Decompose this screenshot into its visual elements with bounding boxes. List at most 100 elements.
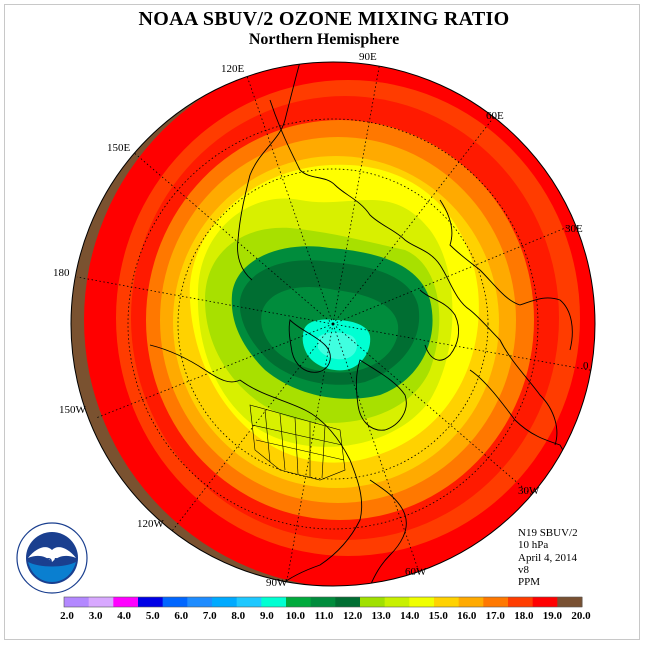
state-line-3 <box>294 417 299 475</box>
meridian-150w <box>95 323 334 419</box>
coast-central-america <box>369 479 407 586</box>
colorbar-label: 9.0 <box>260 610 274 622</box>
figure-frame <box>4 4 640 640</box>
noaa-logo: NOAA <box>16 522 88 594</box>
coast-canada-islands <box>288 319 331 373</box>
colorbar-label: 13.0 <box>371 610 391 622</box>
colorbar-label: 16.0 <box>457 610 477 622</box>
colorbar-swatch <box>286 597 312 607</box>
lon-label-150e: 150E <box>107 142 131 154</box>
meridian-90w <box>285 323 334 586</box>
colorbar-label: 15.0 <box>429 610 449 622</box>
colorbar-label: 7.0 <box>203 610 217 622</box>
coast-asia <box>269 99 558 446</box>
state-line-2 <box>279 413 286 471</box>
meridian-30e <box>332 225 571 325</box>
colorbar-label: 8.0 <box>231 610 245 622</box>
colorbar-swatch <box>236 597 262 607</box>
colorbar-labels: 2.0 3.0 4.0 5.0 6.0 7.0 8.0 9.0 10.0 11.0 12.0 13.0… <box>60 610 591 622</box>
lon-label-30w: 30W <box>518 485 540 497</box>
colorbar-swatch <box>434 597 460 607</box>
coast-scandinavia <box>419 289 460 361</box>
meridian-30w <box>332 323 535 498</box>
lon-label-0: 0 <box>583 360 589 372</box>
colorbar-label: 17.0 <box>486 610 506 622</box>
lon-label-120w: 120W <box>137 518 164 530</box>
info-units: PPM <box>518 576 541 589</box>
colorbar-label: 20.0 <box>571 610 591 622</box>
coast-alaska <box>149 344 241 383</box>
state-line-7 <box>255 439 345 461</box>
colorbar-swatch <box>532 597 558 607</box>
logo-bird <box>28 547 76 562</box>
colorbar-swatch <box>335 597 361 607</box>
info-level: 10 hPa <box>518 539 549 552</box>
lon-label-150w: 150W <box>59 404 86 416</box>
colorbar-swatch <box>113 597 139 607</box>
coast-greenland <box>355 359 407 431</box>
lat-circle-60 <box>177 168 489 480</box>
colorbar-swatch <box>483 597 509 607</box>
graticule <box>76 62 595 586</box>
chart-subtitle: Northern Hemisphere <box>248 31 400 48</box>
us-states <box>249 404 346 481</box>
colorbar-swatch <box>458 597 484 607</box>
logo-text: NOAA <box>37 557 66 568</box>
coast-east-asia <box>237 62 301 281</box>
lon-label-30e: 30E <box>565 223 583 235</box>
meridian-0 <box>332 323 595 372</box>
lat-circle-30 <box>127 118 539 530</box>
state-line-6 <box>251 424 343 446</box>
state-line-1 <box>264 409 271 463</box>
colorbar-swatch <box>162 597 188 607</box>
colorbar-label: 2.0 <box>60 610 74 622</box>
logo-wave <box>28 562 76 582</box>
info-block: N19 SBUV/2 10 hPa April 4, 2014 v8 PPM <box>518 527 578 588</box>
coast-europe <box>439 199 573 351</box>
colorbar-label: 14.0 <box>400 610 420 622</box>
colorbar-swatch <box>212 597 238 607</box>
lon-label-90w: 90W <box>266 577 288 589</box>
colorbar-swatch <box>187 597 213 607</box>
meridian-150e <box>131 150 334 325</box>
colorbar-swatch <box>508 597 534 607</box>
colorbar-label: 19.0 <box>543 610 563 622</box>
meridian-180 <box>76 276 334 325</box>
colorbar-swatch <box>384 597 410 607</box>
colorbar-swatch <box>88 597 114 607</box>
colorbar-swatch <box>261 597 287 607</box>
colorbar-swatch <box>557 597 583 607</box>
coast-north-america <box>239 379 363 586</box>
colorbar-swatch <box>138 597 164 607</box>
colorbar-swatch <box>64 597 90 607</box>
lon-label-180: 180 <box>53 267 70 279</box>
colorbar-swatch <box>360 597 386 607</box>
colorbar-border <box>63 596 583 608</box>
colorbar-label: 3.0 <box>89 610 103 622</box>
colorbar-label: 18.0 <box>514 610 534 622</box>
coastlines <box>149 62 573 586</box>
chart-title: NOAA SBUV/2 OZONE MIXING RATIO <box>138 8 510 30</box>
lon-label-90e: 90E <box>359 51 377 63</box>
us-border <box>249 404 346 481</box>
colorbar-label: 12.0 <box>343 610 363 622</box>
colorbar-label: 5.0 <box>146 610 160 622</box>
globe-outline <box>70 61 596 587</box>
colorbar-label: 11.0 <box>315 610 334 622</box>
colorbar-swatch <box>310 597 336 607</box>
colorbar-label: 4.0 <box>117 610 131 622</box>
meridian-90e <box>332 62 381 325</box>
info-version: v8 <box>518 563 529 576</box>
colorbar-swatch <box>409 597 435 607</box>
colorbar-label: 6.0 <box>174 610 188 622</box>
colorbar-swatches <box>63 596 583 608</box>
state-line-5 <box>321 425 326 479</box>
info-instrument: N19 SBUV/2 <box>518 527 578 539</box>
ozone-field <box>71 62 595 586</box>
lon-label-60e: 60E <box>486 110 504 122</box>
lon-label-60w: 60W <box>405 566 427 578</box>
info-date: April 4, 2014 <box>518 551 577 564</box>
lon-label-120e: 120E <box>221 63 245 75</box>
